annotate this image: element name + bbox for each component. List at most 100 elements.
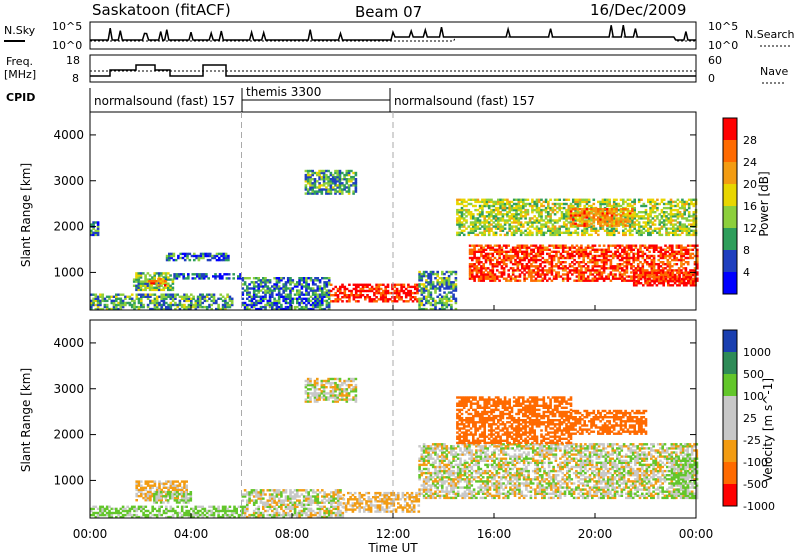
echo-cell	[224, 258, 228, 262]
echo-cell	[567, 221, 571, 224]
echo-cell	[548, 263, 551, 266]
echo-cell	[230, 509, 234, 513]
echo-cell	[568, 246, 572, 249]
echo-cell	[425, 270, 428, 274]
echo-cell	[517, 223, 521, 226]
echo-cell	[487, 231, 491, 234]
echo-cell	[237, 505, 241, 508]
echo-cell	[221, 295, 225, 298]
echo-cell	[664, 277, 668, 281]
echo-cell	[509, 248, 513, 251]
echo-cell	[536, 273, 540, 276]
echo-cell	[548, 271, 551, 274]
echo-cell	[250, 489, 254, 492]
echo-cell	[273, 277, 276, 280]
echo-cell	[153, 497, 156, 500]
echo-cell	[133, 505, 136, 508]
echo-cell	[321, 293, 324, 296]
echo-cell	[207, 277, 210, 280]
echo-cell	[608, 225, 611, 228]
echo-cell	[578, 220, 582, 223]
echo-cell	[487, 204, 491, 208]
echo-cell	[483, 200, 486, 204]
echo-cell	[662, 277, 665, 281]
echo-cell	[646, 271, 650, 275]
echo-cell	[689, 277, 692, 280]
echo-cell	[189, 499, 193, 502]
echo-cell	[584, 252, 588, 256]
echo-cell	[482, 248, 485, 251]
echo-cell	[584, 267, 588, 270]
echo-cell	[155, 305, 159, 309]
echo-cell	[329, 289, 333, 293]
echo-cell	[458, 221, 461, 224]
echo-cell	[523, 277, 526, 280]
echo-cell	[305, 289, 308, 292]
echo-cell	[521, 265, 524, 268]
echo-cell	[652, 250, 656, 253]
echo-cell	[535, 204, 539, 208]
echo-cell	[577, 261, 581, 264]
echo-cell	[139, 272, 143, 275]
echo-cell	[617, 217, 621, 220]
echo-cell	[411, 285, 415, 289]
echo-cell	[530, 248, 533, 251]
echo-cell	[112, 303, 116, 307]
echo-cell	[572, 231, 575, 234]
echo-cell	[218, 275, 222, 278]
echo-cell	[441, 285, 444, 288]
echo-cell	[521, 263, 524, 266]
echo-cell	[178, 493, 181, 496]
echo-cell	[685, 202, 689, 206]
echo-cell	[569, 208, 573, 211]
echo-cell	[567, 217, 571, 220]
echo-cell	[171, 513, 175, 517]
echo-cell	[687, 223, 691, 226]
echo-cell	[585, 198, 589, 201]
echo-cell	[566, 273, 570, 276]
echo-cell	[146, 293, 150, 296]
echo-cell	[140, 494, 143, 498]
echo-cell	[92, 293, 95, 296]
echo-cell	[169, 484, 173, 487]
echo-cell	[182, 495, 186, 498]
echo-cell	[524, 213, 527, 216]
echo-cell	[99, 301, 102, 305]
echo-cell	[512, 219, 516, 222]
echo-cell	[667, 227, 671, 230]
echo-cell	[580, 279, 583, 282]
echo-cell	[341, 182, 344, 185]
echo-cell	[264, 509, 267, 513]
echo-cell	[248, 513, 251, 517]
echo-cell	[642, 275, 645, 279]
echo-cell	[544, 215, 548, 218]
echo-cell	[309, 192, 312, 195]
echo-cell	[626, 224, 630, 227]
echo-cell	[142, 513, 145, 517]
echo-cell	[542, 231, 546, 234]
echo-cell	[452, 270, 455, 274]
echo-cell	[266, 299, 270, 303]
echo-cell	[476, 198, 480, 201]
echo-cell	[103, 299, 107, 303]
echo-cell	[582, 254, 585, 258]
echo-cell	[659, 265, 663, 268]
echo-cell	[696, 263, 699, 266]
echo-cell	[183, 305, 186, 309]
echo-cell	[533, 215, 536, 218]
power-colorbar-label: Power [dB]	[757, 171, 771, 236]
echo-cell	[656, 227, 659, 230]
echo-cell	[316, 299, 320, 303]
echo-cell	[252, 499, 256, 502]
echo-cell	[210, 511, 213, 515]
echo-cell	[361, 283, 365, 286]
echo-cell	[685, 229, 689, 232]
echo-cell	[354, 294, 358, 297]
echo-cell	[678, 229, 682, 232]
echo-cell	[193, 252, 196, 256]
echo-cell	[511, 269, 515, 272]
echo-cell	[659, 246, 663, 249]
echo-cell	[505, 252, 508, 256]
echo-cell	[252, 301, 256, 305]
echo-cell	[422, 274, 426, 278]
